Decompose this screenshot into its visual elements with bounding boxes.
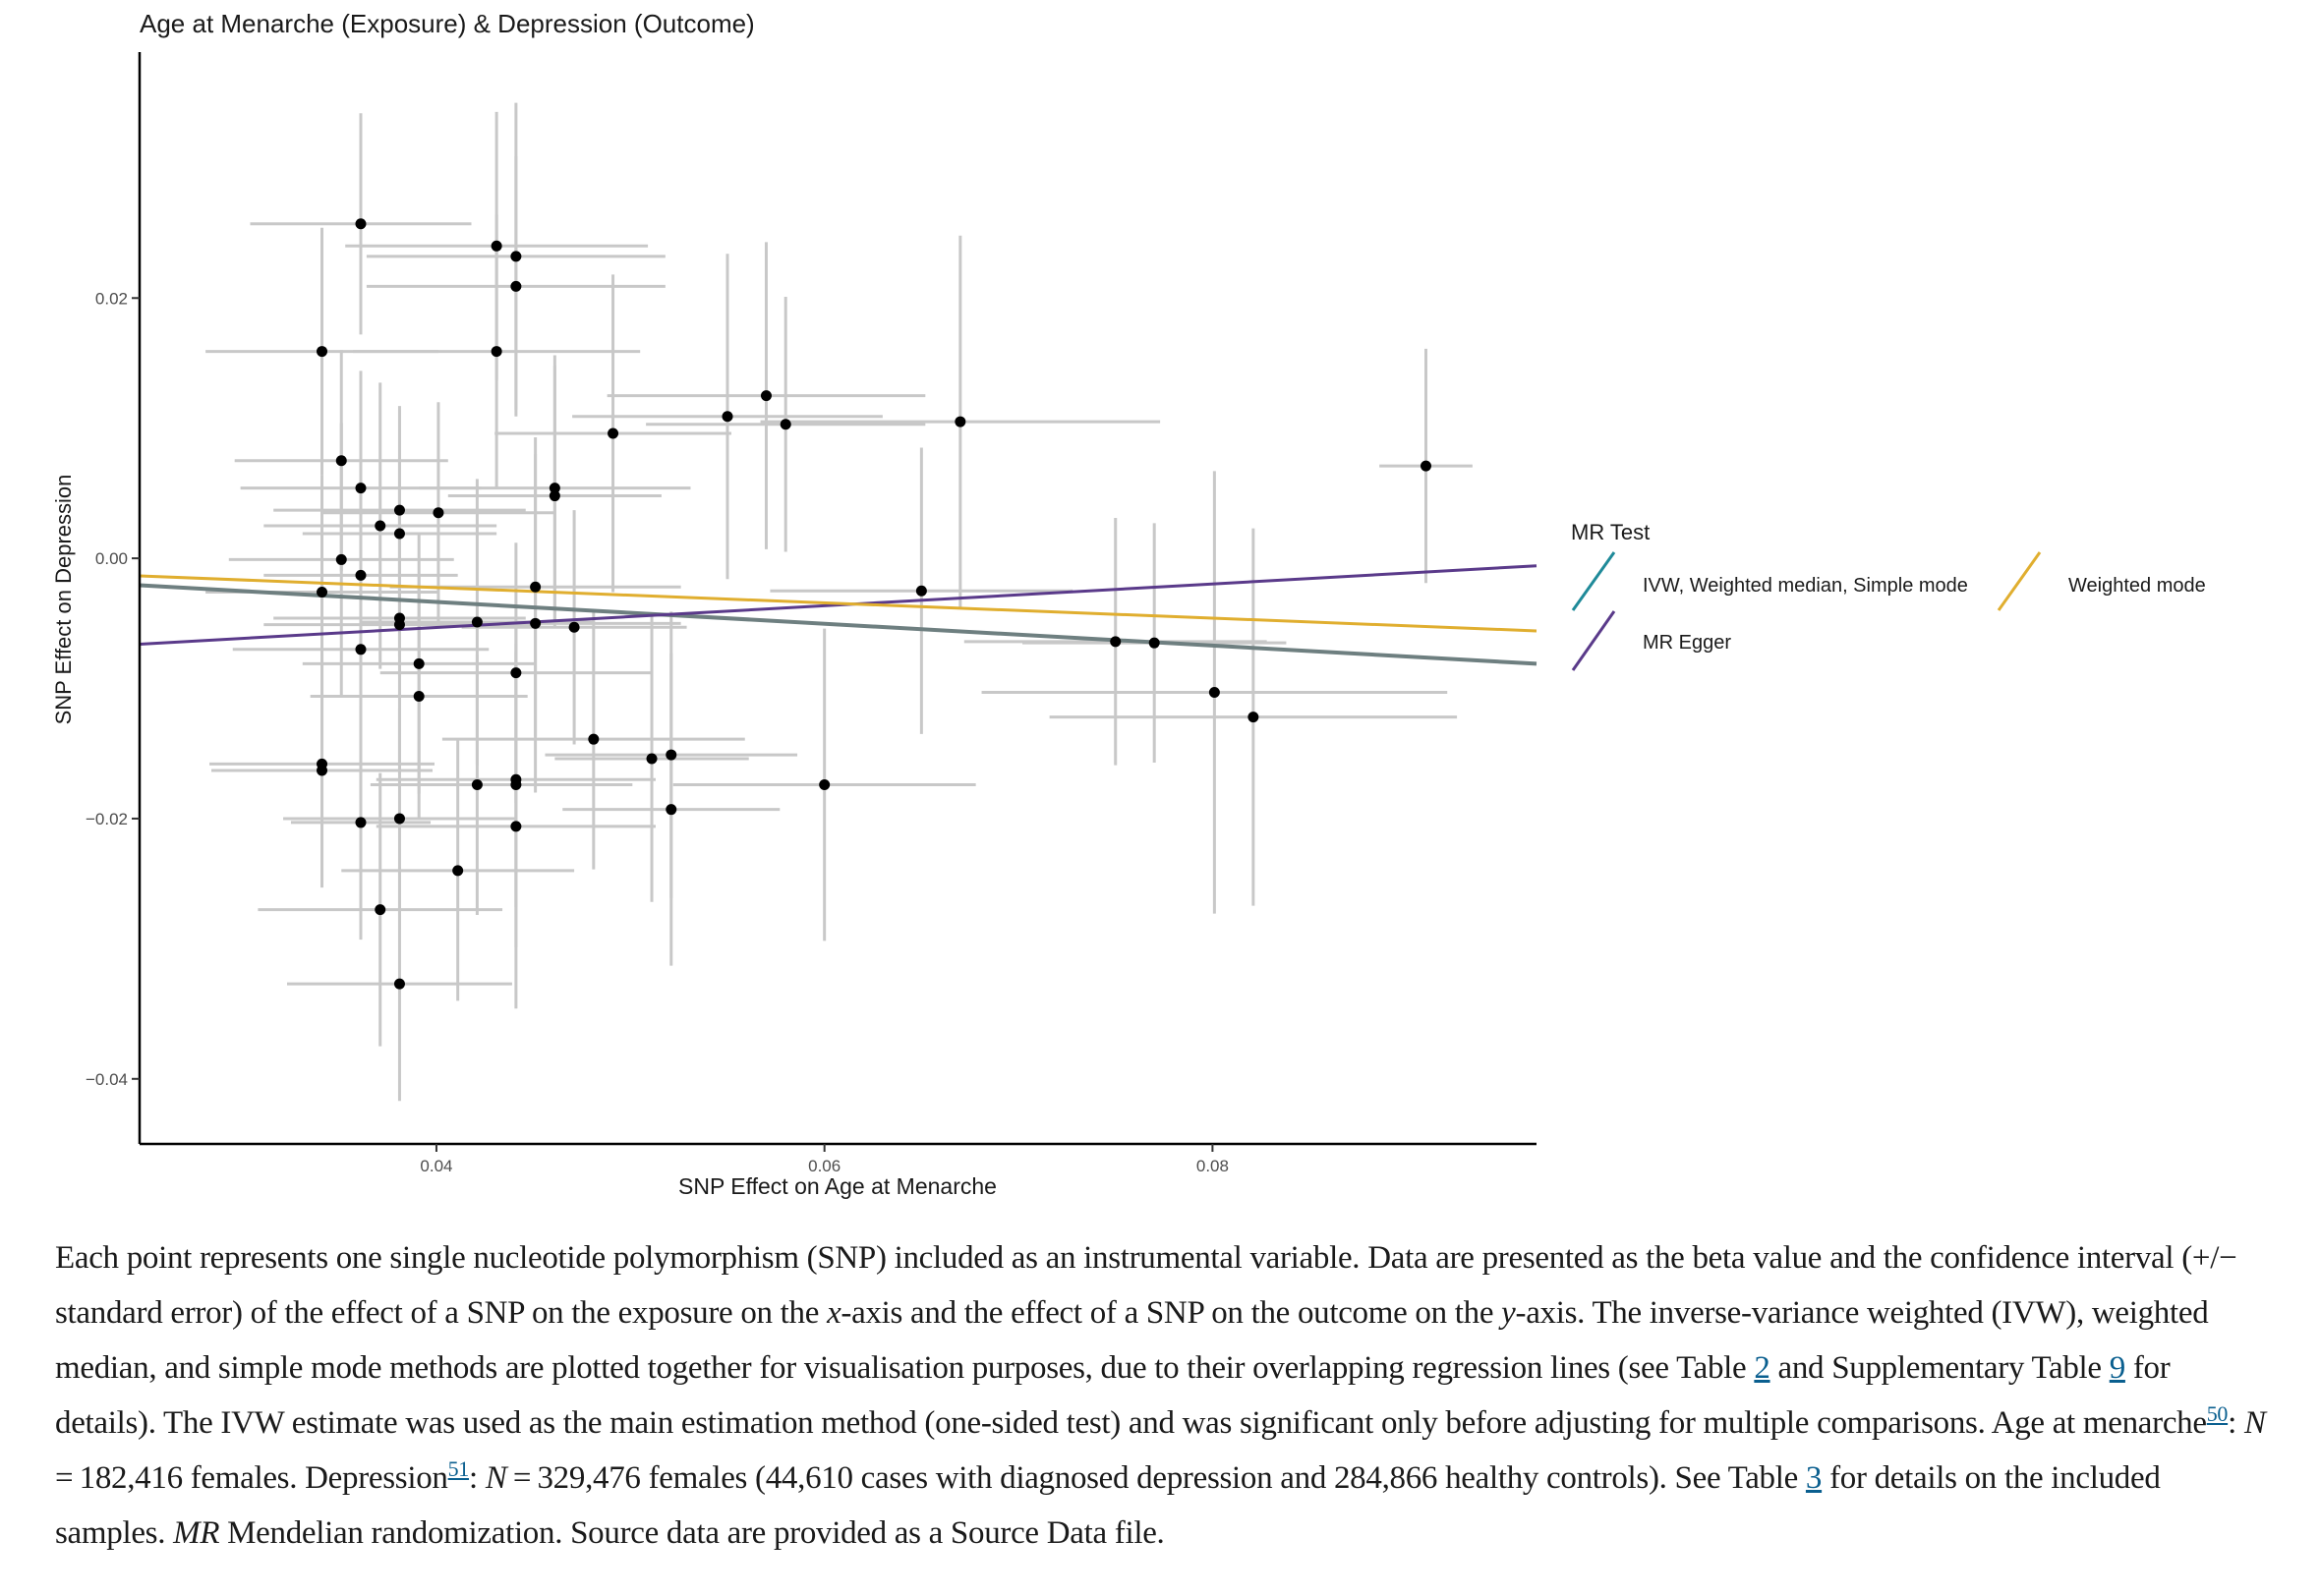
y-tick-label: −0.04: [86, 1070, 128, 1089]
chart-title: Age at Menarche (Exposure) & Depression …: [140, 9, 755, 38]
data-points: [317, 218, 1432, 990]
legend: MR Test IVW, Weighted median, Simple mod…: [1571, 520, 2206, 671]
snp-point: [722, 411, 733, 423]
snp-point: [393, 813, 405, 825]
legend-label-mr-egger: MR Egger: [1643, 632, 1731, 654]
snp-point: [915, 585, 927, 597]
snp-point: [317, 587, 328, 598]
regression-line-weighted-mode: [139, 574, 1537, 633]
x-tick-label: 0.06: [808, 1157, 841, 1175]
snp-point: [530, 617, 542, 629]
table-2-link[interactable]: 2: [1754, 1350, 1770, 1386]
supplementary-table-9-link[interactable]: 9: [2109, 1350, 2126, 1386]
snp-point: [413, 657, 425, 669]
snp-point: [1421, 460, 1432, 472]
snp-point: [760, 390, 772, 402]
snp-point: [1148, 637, 1160, 649]
regression-line-ivw-weighted-median-simple-mode: [139, 583, 1537, 666]
snp-point: [780, 419, 791, 430]
legend-swatch-weighted-mode: [1997, 551, 2042, 611]
snp-point: [608, 428, 619, 439]
x-axis-label: SNP Effect on Age at Menarche: [678, 1173, 997, 1199]
snp-point: [491, 346, 502, 358]
snp-point: [471, 779, 483, 791]
snp-point: [666, 749, 677, 761]
reference-50-link[interactable]: 50: [2206, 1401, 2229, 1426]
snp-point: [335, 553, 347, 565]
snp-point: [355, 817, 367, 828]
error-bars: [205, 102, 1473, 1102]
snp-point: [666, 804, 677, 816]
y-tick-label: 0.02: [95, 289, 128, 308]
mr-scatter-plot: Age at Menarche (Exposure) & Depression …: [51, 9, 2206, 1199]
snp-point: [588, 733, 600, 745]
snp-point: [355, 569, 367, 581]
snp-point: [393, 619, 405, 631]
y-axis-label: SNP Effect on Depression: [51, 475, 76, 725]
legend-label-weighted-mode: Weighted mode: [2068, 575, 2206, 597]
snp-point: [375, 520, 386, 532]
snp-point: [393, 504, 405, 516]
snp-point: [452, 865, 464, 877]
snp-point: [568, 621, 580, 633]
snp-point: [549, 483, 560, 494]
snp-point: [549, 490, 560, 502]
snp-point: [955, 416, 966, 428]
legend-swatch-ivw: [1571, 551, 1616, 611]
snp-point: [413, 690, 425, 702]
snp-point: [819, 779, 831, 791]
snp-point: [355, 218, 367, 230]
snp-point: [530, 581, 542, 593]
snp-point: [355, 483, 367, 494]
snp-point: [375, 904, 386, 916]
snp-point: [1208, 687, 1220, 699]
snp-point: [355, 644, 367, 656]
snp-point: [317, 346, 328, 358]
y-tick-label: 0.00: [95, 549, 128, 568]
snp-point: [393, 978, 405, 990]
snp-point: [510, 280, 522, 292]
snp-point: [1247, 712, 1259, 723]
x-axis-ticks: 0.04 0.06 0.08: [420, 1144, 1229, 1175]
reference-51-link[interactable]: 51: [447, 1456, 470, 1481]
snp-point: [335, 455, 347, 467]
x-tick-label: 0.08: [1196, 1157, 1229, 1175]
snp-point: [1110, 636, 1122, 648]
table-3-link[interactable]: 3: [1805, 1460, 1823, 1496]
regression-line-mr-egger: [139, 564, 1537, 646]
snp-point: [510, 779, 522, 791]
snp-point: [510, 821, 522, 832]
regression-lines: [139, 564, 1537, 666]
snp-point: [491, 240, 502, 252]
legend-swatch-mr-egger: [1571, 610, 1616, 671]
snp-point: [510, 251, 522, 262]
snp-point: [317, 765, 328, 776]
snp-point: [433, 507, 444, 519]
y-axis-ticks: 0.02 0.00 −0.02 −0.04: [86, 289, 140, 1089]
legend-title: MR Test: [1571, 520, 1650, 544]
x-tick-label: 0.04: [420, 1157, 452, 1175]
snp-point: [393, 528, 405, 540]
snp-point: [510, 667, 522, 679]
y-tick-label: −0.02: [86, 810, 128, 828]
legend-label-ivw: IVW, Weighted median, Simple mode: [1643, 575, 1968, 597]
figure-caption: Each point represents one single nucleot…: [55, 1240, 2272, 1551]
snp-point: [471, 616, 483, 628]
snp-point: [646, 753, 658, 765]
